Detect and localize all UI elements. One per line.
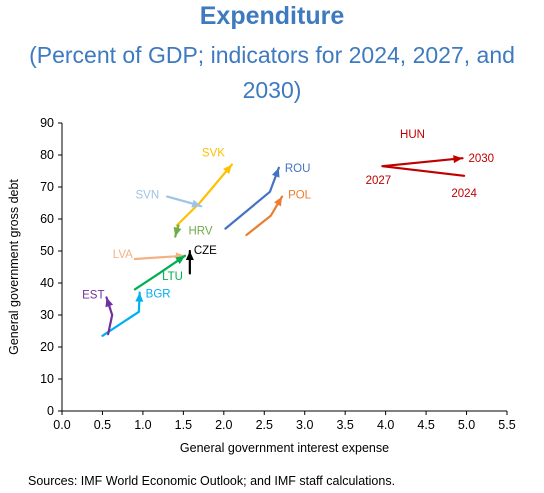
y-tick-label: 70 — [40, 180, 54, 194]
series-line-rou — [224, 166, 280, 230]
x-tick-label: 3.5 — [336, 418, 353, 432]
y-tick-label: 40 — [40, 276, 54, 290]
axes: 0.0 0.5 1.0 1.5 2.0 2.5 3.0 3.5 4.0 4.5 5.0 5.5 0 10 2… — [7, 116, 516, 455]
y-tick-label: 80 — [40, 148, 54, 162]
series-arrowhead-svk — [223, 164, 232, 175]
series-arrowhead-ltu — [175, 255, 185, 265]
y-tick-label: 20 — [40, 340, 54, 354]
y-tick-label: 90 — [40, 116, 54, 130]
x-tick-label: 5.0 — [458, 418, 475, 432]
data-label-rou: ROU — [285, 163, 311, 175]
data-label-hun: HUN — [400, 129, 425, 141]
x-tick-label: 0.0 — [53, 418, 70, 432]
series-arrowhead-pol — [274, 196, 283, 207]
series-line-ltu — [133, 254, 187, 291]
series-arrowhead-svn — [191, 199, 202, 208]
chart-subtitle: (Percent of GDP; indicators for 2024, 20… — [29, 42, 515, 103]
series-arrowhead-hun — [453, 155, 463, 164]
x-tick-label: 1.0 — [134, 418, 151, 432]
series-arrowhead-est — [105, 297, 114, 308]
y-axis-label: General government gross debt — [7, 179, 21, 355]
series-arrowhead-hrv — [173, 226, 182, 237]
y-tick-label: 30 — [40, 308, 54, 322]
x-axis-label: General government interest expense — [180, 441, 389, 455]
data-label-ltu: LTU — [162, 271, 183, 283]
data-label-svk: SVK — [202, 148, 225, 160]
series-line-hun — [381, 157, 466, 177]
series-layer — [101, 155, 466, 337]
label-layer: HUN 2030 2027 2024 ROU POL SVK SVN HRV LVA CZE LTU B… — [82, 129, 494, 301]
series-arrowhead-rou — [271, 167, 280, 178]
x-tick-label: 1.5 — [175, 418, 192, 432]
x-tick-label: 4.5 — [417, 418, 434, 432]
x-tick-label: 5.5 — [498, 418, 515, 432]
y-tick-label: 50 — [40, 244, 54, 258]
x-tick-label: 0.5 — [94, 418, 111, 432]
x-tick-label: 4.0 — [377, 418, 394, 432]
series-line-svk — [175, 163, 234, 227]
data-label-2024: 2024 — [451, 188, 477, 200]
x-tick-label: 3.0 — [296, 418, 313, 432]
data-label-svn: SVN — [136, 190, 160, 202]
data-label-cze: CZE — [194, 245, 217, 257]
y-tick-label: 10 — [40, 372, 54, 386]
series-arrowhead-bgr — [135, 292, 144, 302]
source-note: Sources: IMF World Economic Outlook; and… — [28, 474, 396, 488]
x-tick-label: 2.0 — [215, 418, 232, 432]
data-label-2027: 2027 — [366, 175, 392, 187]
x-tick-label: 2.5 — [256, 418, 273, 432]
y-tick-label: 0 — [47, 404, 54, 418]
series-arrowhead-cze — [185, 251, 194, 260]
data-label-hrv: HRV — [189, 225, 213, 237]
chart-title: Expenditure — [199, 2, 345, 30]
y-tick-label: 60 — [40, 212, 54, 226]
data-label-bgr: BGR — [146, 289, 171, 301]
data-label-pol: POL — [288, 190, 312, 202]
data-label-2030: 2030 — [469, 153, 495, 165]
data-label-est: EST — [82, 289, 104, 301]
data-label-lva: LVA — [113, 249, 133, 261]
